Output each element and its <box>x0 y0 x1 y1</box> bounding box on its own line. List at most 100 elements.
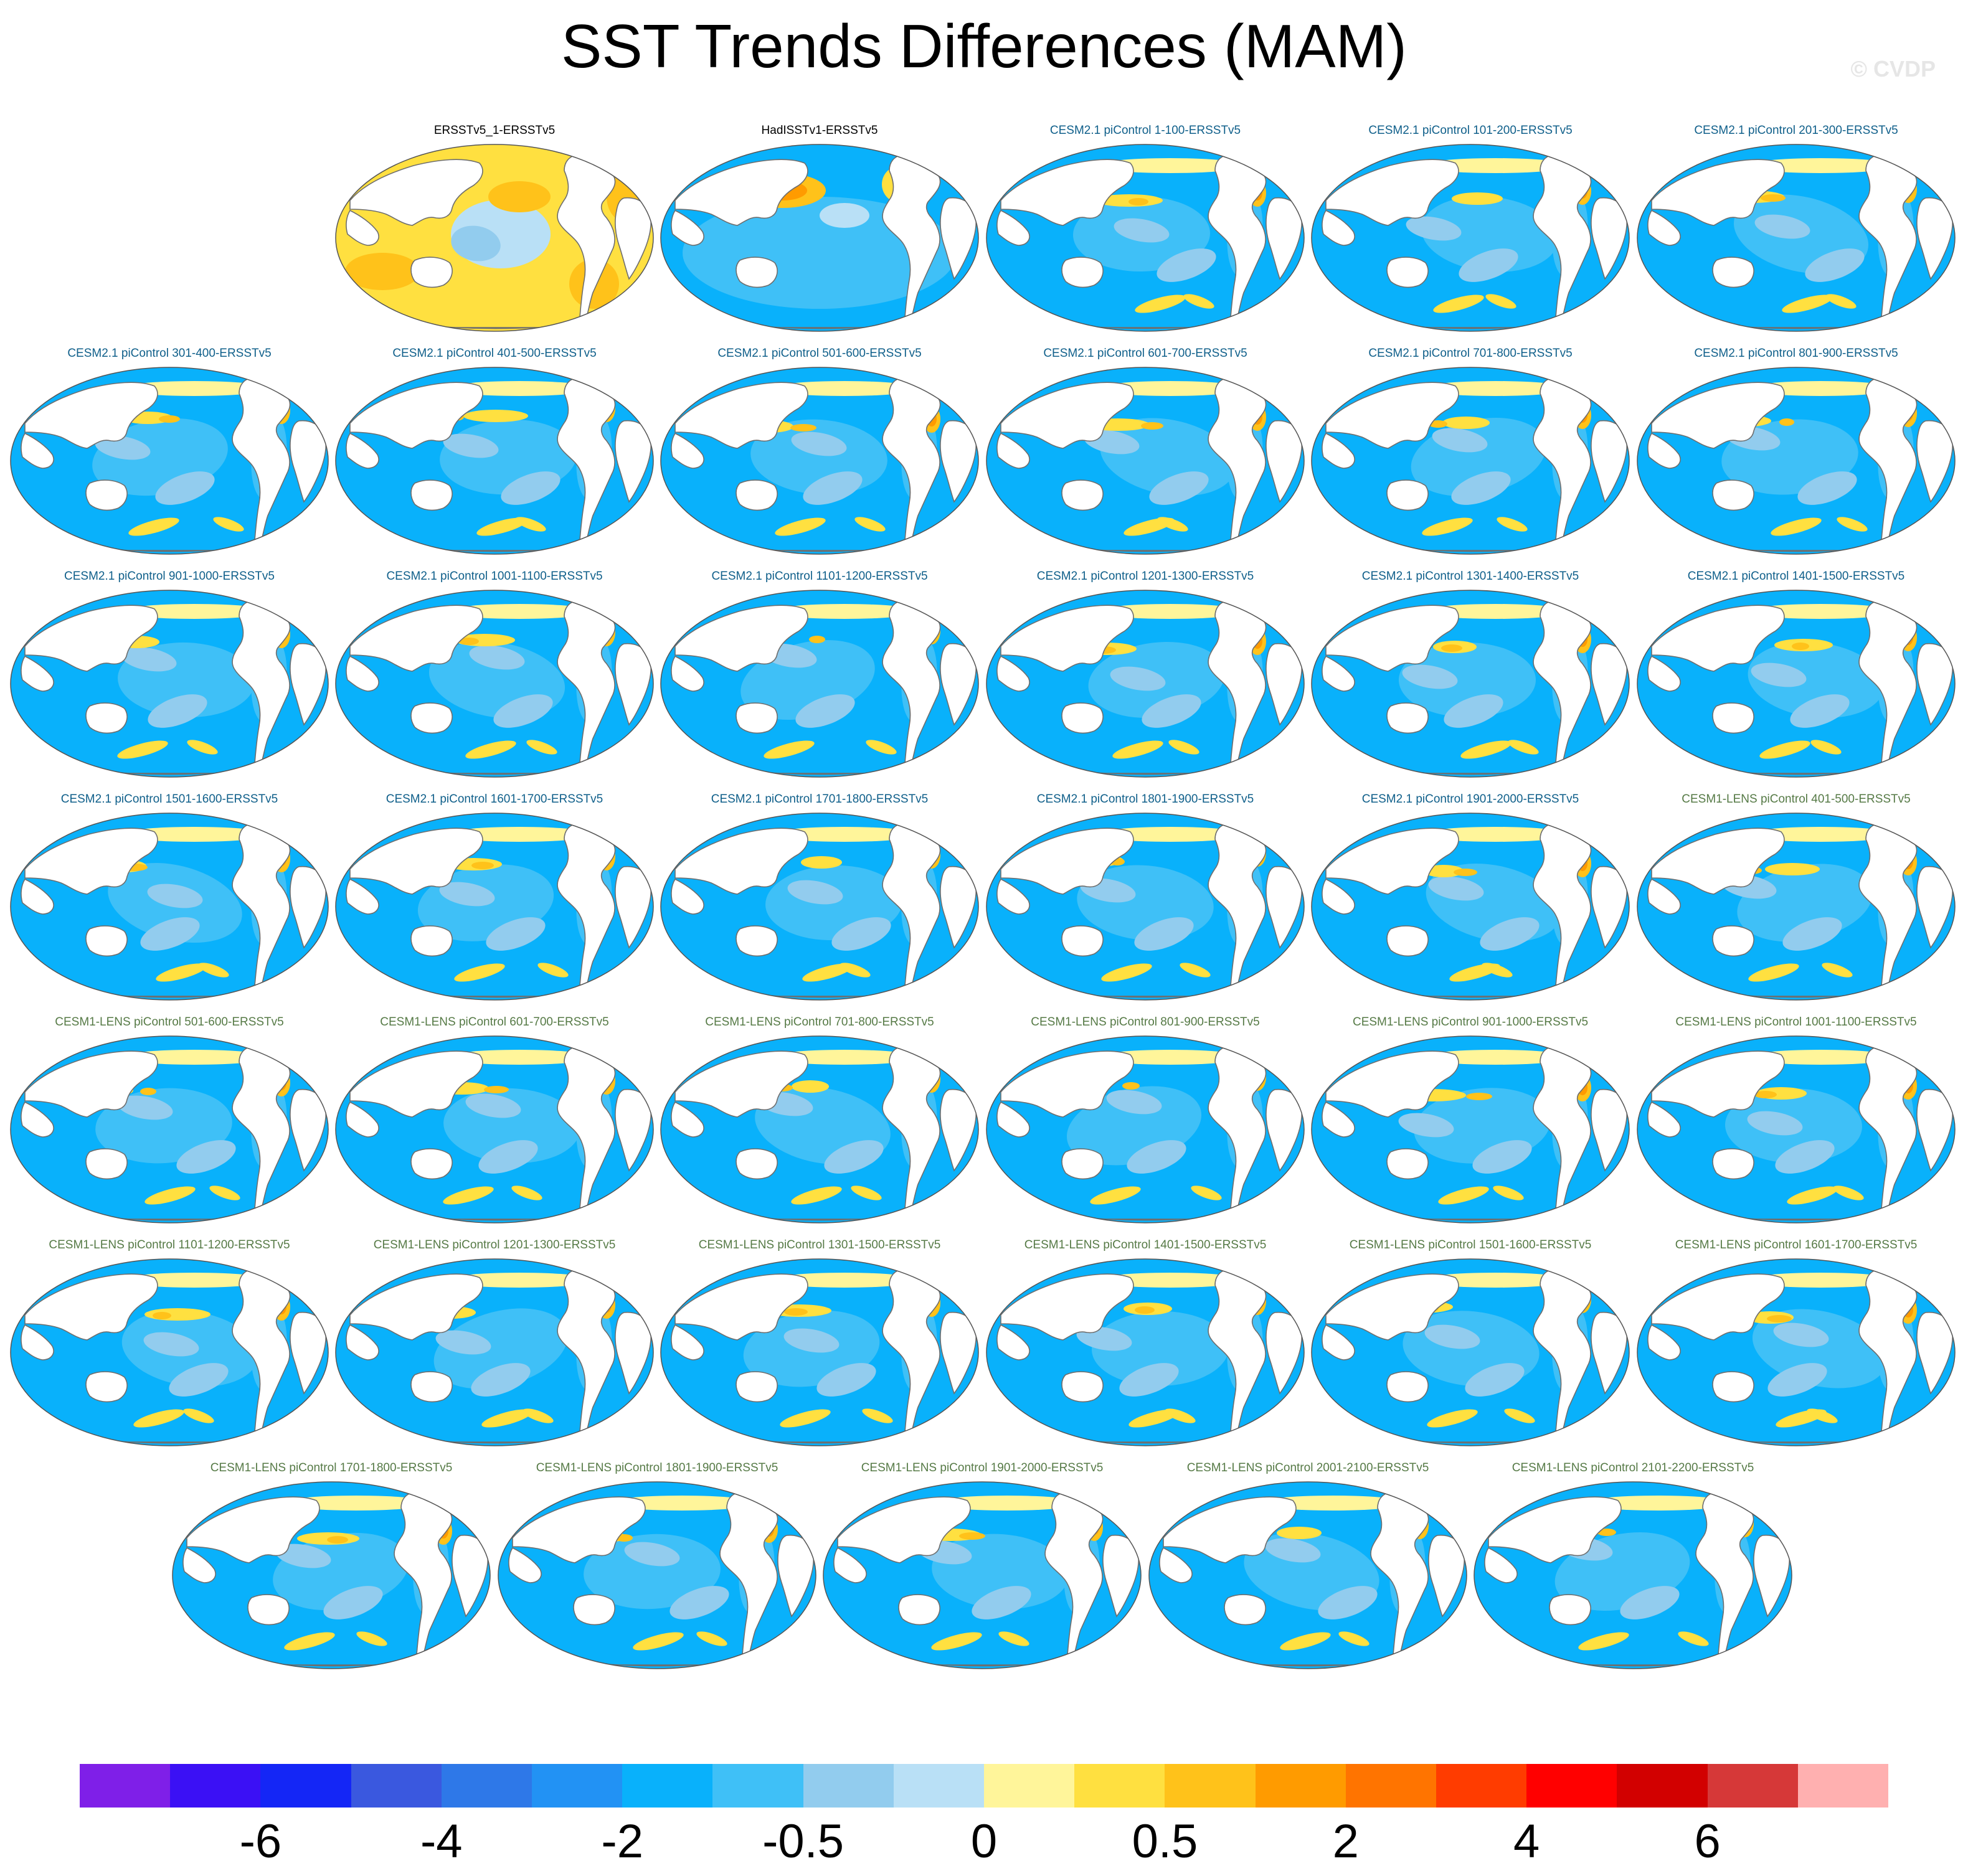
colorbar-segment <box>984 1764 1075 1808</box>
panel-title: CESM2.1 piControl 1901-2000-ERSSTv5 <box>1361 793 1579 806</box>
map-panel: CESM2.1 piControl 601-700-ERSSTv5 <box>983 346 1307 561</box>
world-map <box>10 367 329 555</box>
panel-title: CESM2.1 piControl 501-600-ERSSTv5 <box>717 347 922 360</box>
panel-title: CESM1-LENS piControl 1401-1500-ERSSTv5 <box>1024 1238 1267 1251</box>
panel-title: CESM2.1 piControl 1201-1300-ERSSTv5 <box>1036 570 1254 583</box>
colorbar-tick-label: 2 <box>1332 1815 1359 1868</box>
panel-title: CESM2.1 piControl 1701-1800-ERSSTv5 <box>711 793 929 806</box>
map-panel: CESM1-LENS piControl 1201-1300-ERSSTv5 <box>333 1238 656 1453</box>
world-map <box>1311 1035 1630 1223</box>
world-map <box>335 367 654 555</box>
page-title: SST Trends Differences (MAM) <box>561 12 1407 80</box>
map-panel: CESM2.1 piControl 401-500-ERSSTv5 <box>333 346 656 561</box>
map-panel: CESM1-LENS piControl 601-700-ERSSTv5 <box>333 1015 656 1230</box>
colorbar-segment <box>1074 1764 1165 1808</box>
map-panel: CESM1-LENS piControl 801-900-ERSSTv5 <box>983 1015 1307 1230</box>
map-panel: CESM1-LENS piControl 1901-2000-ERSSTv5 <box>820 1461 1144 1676</box>
map-panel: CESM2.1 piControl 1001-1100-ERSSTv5 <box>333 569 656 784</box>
panel-title: CESM1-LENS piControl 601-700-ERSSTv5 <box>380 1016 609 1029</box>
colorbar-tick-label: 6 <box>1694 1815 1721 1868</box>
colorbar-segment <box>1526 1764 1617 1808</box>
world-map <box>1637 1035 1956 1223</box>
world-map <box>335 813 654 1001</box>
panel-title: CESM2.1 piControl 1601-1700-ERSSTv5 <box>386 793 603 806</box>
world-map <box>986 1035 1305 1223</box>
world-map <box>335 144 654 332</box>
colorbar-tick-label: 0.5 <box>1132 1815 1198 1868</box>
panel-title: CESM2.1 piControl 1101-1200-ERSSTv5 <box>711 570 928 583</box>
world-map <box>1148 1481 1467 1669</box>
panel-title: CESM2.1 piControl 601-700-ERSSTv5 <box>1043 347 1247 360</box>
map-panel: CESM1-LENS piControl 701-800-ERSSTv5 <box>658 1015 982 1230</box>
map-panel: CESM2.1 piControl 501-600-ERSSTv5 <box>658 346 982 561</box>
world-map <box>660 367 979 555</box>
world-map <box>335 1035 654 1223</box>
world-map <box>10 813 329 1001</box>
colorbar-tick-label: -0.5 <box>762 1815 844 1868</box>
world-map <box>660 590 979 778</box>
world-map <box>986 144 1305 332</box>
panel-title: CESM1-LENS piControl 501-600-ERSSTv5 <box>55 1016 284 1029</box>
colorbar-segment <box>1797 1764 1889 1808</box>
panel-title: CESM2.1 piControl 1301-1400-ERSSTv5 <box>1361 570 1579 583</box>
colorbar-segment <box>441 1764 532 1808</box>
world-map <box>1637 813 1956 1001</box>
world-map <box>986 1258 1305 1446</box>
map-panel: CESM1-LENS piControl 1701-1800-ERSSTv5 <box>169 1461 493 1676</box>
map-panel: CESM2.1 piControl 201-300-ERSSTv5 <box>1634 123 1958 338</box>
colorbar-segment <box>1436 1764 1527 1808</box>
map-panel: CESM1-LENS piControl 1001-1100-ERSSTv5 <box>1634 1015 1958 1230</box>
map-panel: CESM1-LENS piControl 901-1000-ERSSTv5 <box>1308 1015 1632 1230</box>
colorbar-segment <box>1707 1764 1799 1808</box>
colorbar-segment <box>260 1764 352 1808</box>
map-panel: CESM2.1 piControl 801-900-ERSSTv5 <box>1634 346 1958 561</box>
map-panel: CESM2.1 piControl 1401-1500-ERSSTv5 <box>1634 569 1958 784</box>
panel-title: CESM1-LENS piControl 1201-1300-ERSSTv5 <box>373 1238 616 1251</box>
panel-title: CESM1-LENS piControl 1301-1500-ERSSTv5 <box>698 1238 941 1251</box>
world-map <box>498 1481 816 1669</box>
colorbar-tick-label: -2 <box>601 1815 643 1868</box>
world-map <box>1311 1258 1630 1446</box>
panel-title: CESM1-LENS piControl 1501-1600-ERSSTv5 <box>1349 1238 1592 1251</box>
panel-title: CESM2.1 piControl 301-400-ERSSTv5 <box>67 347 272 360</box>
colorbar <box>80 1764 1889 1808</box>
map-panel: CESM2.1 piControl 1901-2000-ERSSTv5 <box>1308 792 1632 1007</box>
panel-title: CESM2.1 piControl 1001-1100-ERSSTv5 <box>386 570 603 583</box>
colorbar-segment <box>80 1764 171 1808</box>
world-map <box>660 1035 979 1223</box>
map-panel: CESM1-LENS piControl 1601-1700-ERSSTv5 <box>1634 1238 1958 1453</box>
map-panel: CESM2.1 piControl 1201-1300-ERSSTv5 <box>983 569 1307 784</box>
colorbar-segment <box>712 1764 804 1808</box>
colorbar-segment <box>1617 1764 1708 1808</box>
world-map <box>1474 1481 1792 1669</box>
world-map <box>986 590 1305 778</box>
world-map <box>10 1035 329 1223</box>
colorbar-tick-label: 0 <box>970 1815 998 1868</box>
world-map <box>1311 367 1630 555</box>
map-panel: CESM2.1 piControl 1701-1800-ERSSTv5 <box>658 792 982 1007</box>
panel-title: CESM2.1 piControl 901-1000-ERSSTv5 <box>64 570 275 583</box>
colorbar-segment <box>351 1764 442 1808</box>
map-panel: CESM2.1 piControl 901-1000-ERSSTv5 <box>7 569 331 784</box>
world-map <box>1311 144 1630 332</box>
panel-title: HadISSTv1-ERSSTv5 <box>761 124 878 137</box>
map-panel: CESM1-LENS piControl 2101-2200-ERSSTv5 <box>1471 1461 1795 1676</box>
world-map <box>1311 590 1630 778</box>
world-map <box>986 367 1305 555</box>
map-panel: CESM1-LENS piControl 501-600-ERSSTv5 <box>7 1015 331 1230</box>
map-panel: CESM2.1 piControl 1-100-ERSSTv5 <box>983 123 1307 338</box>
map-panel: CESM1-LENS piControl 1101-1200-ERSSTv5 <box>7 1238 331 1453</box>
panel-title: CESM1-LENS piControl 801-900-ERSSTv5 <box>1031 1016 1260 1029</box>
panel-title: CESM1-LENS piControl 1001-1100-ERSSTv5 <box>1675 1016 1917 1029</box>
world-map <box>660 144 979 332</box>
panel-title: CESM1-LENS piControl 2001-2100-ERSSTv5 <box>1186 1461 1429 1474</box>
colorbar-tick-label: -4 <box>420 1815 463 1868</box>
world-map <box>335 590 654 778</box>
map-panel: CESM1-LENS piControl 401-500-ERSSTv5 <box>1634 792 1958 1007</box>
world-map <box>335 1258 654 1446</box>
world-map <box>660 1258 979 1446</box>
panel-title: CESM2.1 piControl 1501-1600-ERSSTv5 <box>60 793 278 806</box>
panel-title: CESM1-LENS piControl 1101-1200-ERSSTv5 <box>49 1238 290 1251</box>
panel-title: CESM2.1 piControl 701-800-ERSSTv5 <box>1368 347 1573 360</box>
map-panel: CESM1-LENS piControl 1401-1500-ERSSTv5 <box>983 1238 1307 1453</box>
